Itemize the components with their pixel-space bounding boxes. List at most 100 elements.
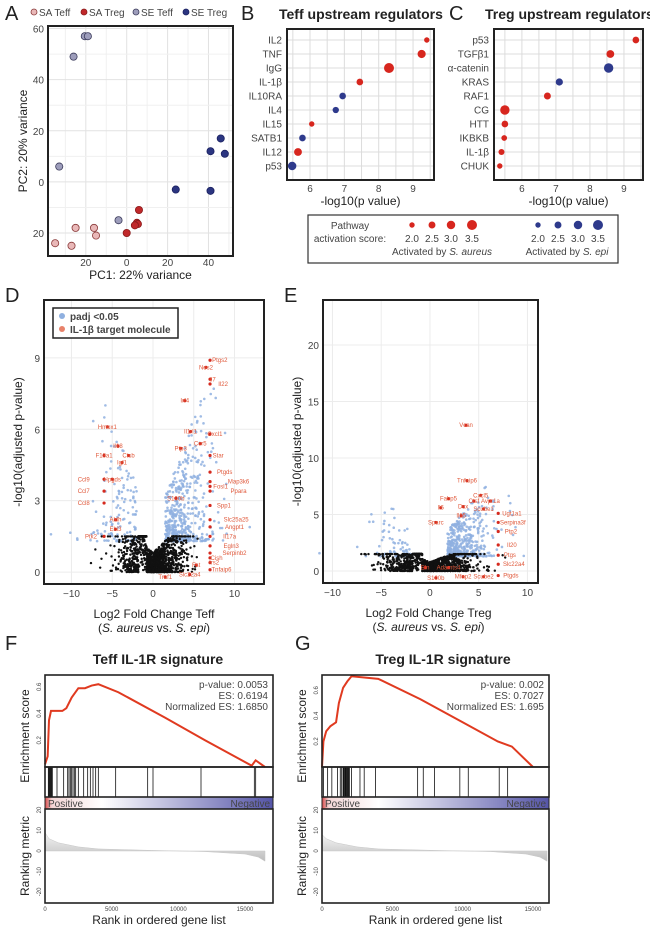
gene-label: Il1rl1 [184, 430, 198, 436]
volcano-point-significant [481, 529, 485, 533]
volcano-point [138, 565, 141, 568]
volcano-point [122, 546, 126, 550]
volcano-point [184, 535, 187, 538]
legend-label: padj <0.05 [70, 312, 119, 323]
pca-point-sa-teff [92, 231, 101, 240]
volcano-point-significant [514, 525, 517, 529]
volcano-point [179, 541, 183, 544]
volcano-point-significant [104, 404, 107, 407]
volcano-point-significant [172, 472, 175, 476]
volcano-point-significant [461, 512, 465, 515]
volcano-point [166, 570, 170, 574]
volcano-point [456, 552, 459, 556]
volcano-point-significant [175, 480, 178, 484]
sublabel-part: S. aureus [376, 620, 427, 634]
volcano-point-significant [68, 531, 72, 535]
ranking-metric-area [321, 834, 548, 862]
il1b-target-point [113, 518, 118, 522]
gsea-stat: ES: 0.6194 [219, 691, 269, 702]
volcano-point-significant [132, 495, 135, 498]
regulator-dot [332, 106, 339, 114]
volcano-point-significant [198, 525, 202, 529]
gene-label: Mfap2 [455, 575, 472, 581]
legend-title: Pathway [331, 221, 369, 232]
x-axis-label: Log2 Fold Change Treg [365, 606, 491, 620]
volcano-point [136, 540, 140, 544]
volcano-point-significant [117, 492, 121, 496]
x-axis-sublabel: (S. aureus vs. S. epi) [98, 621, 210, 635]
volcano-point-significant [378, 544, 381, 548]
il1b-target-point [208, 382, 212, 386]
volcano-point-significant [388, 537, 392, 540]
volcano-point [125, 549, 129, 553]
volcano-point-significant [464, 528, 468, 532]
sublabel-part: vs. [153, 621, 175, 635]
volcano-point-significant [191, 532, 195, 536]
volcano-point-significant [213, 519, 216, 523]
x-tick-label: 0 [427, 588, 433, 599]
gsea-stat: p-value: 0.0053 [199, 680, 268, 691]
volcano-point-significant [129, 499, 132, 502]
volcano-point [186, 564, 190, 568]
volcano-point [131, 561, 134, 564]
volcano-point-significant [466, 536, 469, 540]
y-tick-label: 3 [34, 497, 40, 508]
il1b-target-point [102, 501, 106, 505]
volcano-point-significant [107, 539, 110, 542]
volcano-point-significant [199, 484, 203, 487]
volcano-point [434, 561, 437, 564]
volcano-point-significant [491, 536, 495, 539]
volcano-point [190, 555, 194, 558]
volcano-point-significant [205, 533, 209, 536]
volcano-point-significant [110, 430, 113, 433]
volcano-point [458, 560, 461, 563]
volcano-point-significant [103, 539, 106, 542]
volcano-point [186, 568, 190, 572]
volcano-point-significant [500, 528, 503, 531]
volcano-point [141, 535, 144, 538]
volcano-point [138, 535, 141, 538]
volcano-point-significant [193, 415, 197, 419]
volcano-point-significant [393, 542, 397, 545]
volcano-point [150, 560, 154, 563]
volcano-point [442, 564, 446, 567]
gene-label: Fabp5 [440, 497, 458, 503]
legend-marker [59, 326, 65, 332]
legend-score: 2.5 [425, 234, 439, 245]
il1b-target-point [102, 534, 106, 538]
volcano-point [132, 555, 135, 558]
volcano-point-significant [191, 512, 195, 515]
volcano-point-significant [185, 459, 189, 462]
volcano-point-significant [183, 513, 186, 516]
volcano-point-significant [212, 387, 216, 391]
pca-point-sa-teff [67, 241, 76, 250]
volcano-point [399, 560, 402, 563]
volcano-point-significant [169, 519, 173, 523]
volcano-point-significant [180, 527, 184, 531]
volcano-point-significant [451, 528, 455, 532]
volcano-point-significant [194, 514, 197, 517]
volcano-point [392, 569, 396, 572]
il1b-target-point [434, 520, 438, 525]
volcano-point-significant [382, 535, 385, 539]
volcano-point [135, 545, 138, 548]
volcano-point-significant [131, 476, 135, 479]
row-label: IL10RA [249, 92, 283, 103]
volcano-point [148, 562, 151, 566]
volcano-point-significant [199, 463, 203, 466]
volcano-point-significant [449, 525, 453, 529]
volcano-point [163, 566, 166, 569]
volcano-point-significant [211, 490, 215, 493]
il1b-target-point [459, 514, 463, 518]
volcano-point-significant [107, 532, 111, 536]
volcano-point [150, 558, 153, 561]
volcano-point-significant [486, 531, 490, 535]
x-tick-label: 5000 [105, 907, 119, 913]
legend-blue-dot [535, 222, 541, 228]
il1b-target-point [208, 551, 212, 555]
volcano-point-significant [202, 522, 205, 526]
legend-marker [182, 8, 190, 16]
volcano-point-significant [115, 440, 118, 444]
volcano-point [443, 558, 447, 561]
volcano-point [152, 566, 156, 570]
